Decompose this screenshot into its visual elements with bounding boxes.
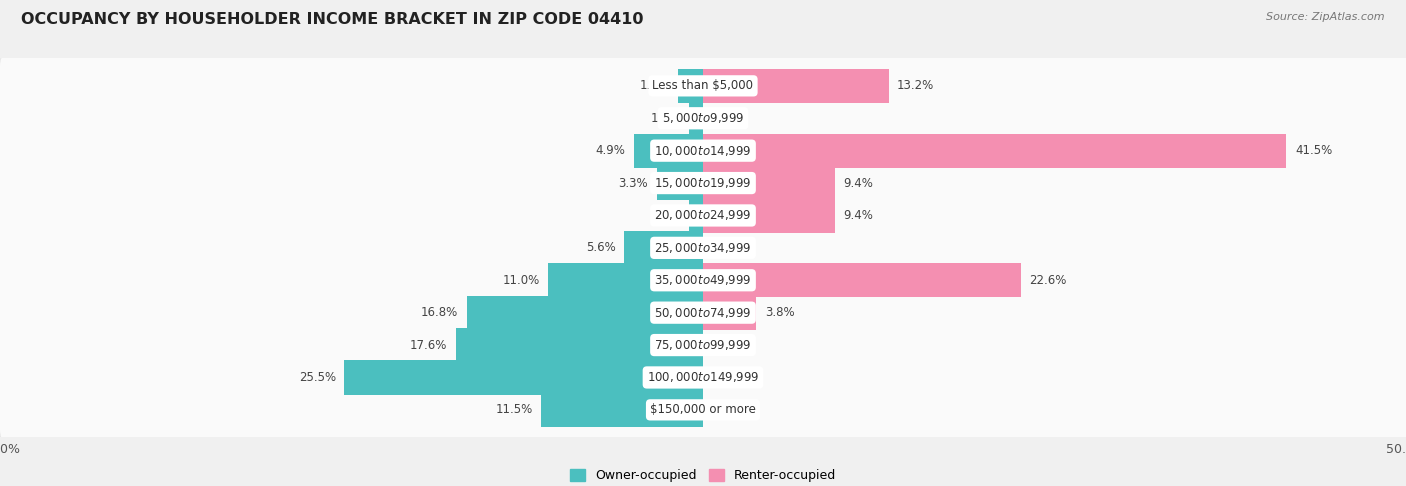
FancyBboxPatch shape bbox=[0, 347, 1406, 407]
FancyBboxPatch shape bbox=[0, 282, 1406, 344]
Text: $35,000 to $49,999: $35,000 to $49,999 bbox=[654, 273, 752, 287]
Bar bbox=[678, 69, 703, 103]
FancyBboxPatch shape bbox=[0, 120, 1406, 181]
Text: $15,000 to $19,999: $15,000 to $19,999 bbox=[654, 176, 752, 190]
Text: 0.0%: 0.0% bbox=[711, 403, 741, 417]
Bar bbox=[467, 295, 703, 330]
Text: 22.6%: 22.6% bbox=[1029, 274, 1067, 287]
FancyBboxPatch shape bbox=[0, 283, 1406, 343]
FancyBboxPatch shape bbox=[0, 314, 1406, 376]
FancyBboxPatch shape bbox=[0, 56, 1406, 116]
Bar bbox=[689, 198, 703, 232]
Text: 0.0%: 0.0% bbox=[711, 242, 741, 254]
FancyBboxPatch shape bbox=[0, 347, 1406, 408]
Bar bbox=[703, 69, 889, 103]
Bar bbox=[657, 166, 703, 200]
Text: 13.2%: 13.2% bbox=[897, 79, 934, 92]
Bar bbox=[624, 231, 703, 265]
FancyBboxPatch shape bbox=[0, 152, 1406, 214]
Text: 9.4%: 9.4% bbox=[844, 176, 873, 190]
Text: $75,000 to $99,999: $75,000 to $99,999 bbox=[654, 338, 752, 352]
Text: 4.9%: 4.9% bbox=[596, 144, 626, 157]
FancyBboxPatch shape bbox=[0, 315, 1406, 375]
Text: 5.6%: 5.6% bbox=[586, 242, 616, 254]
FancyBboxPatch shape bbox=[0, 217, 1406, 278]
FancyBboxPatch shape bbox=[0, 186, 1406, 245]
Text: 16.8%: 16.8% bbox=[422, 306, 458, 319]
Bar bbox=[548, 263, 703, 297]
Text: 9.4%: 9.4% bbox=[844, 209, 873, 222]
Text: Less than $5,000: Less than $5,000 bbox=[652, 79, 754, 92]
Bar bbox=[703, 198, 835, 232]
Text: $20,000 to $24,999: $20,000 to $24,999 bbox=[654, 208, 752, 223]
Text: 11.5%: 11.5% bbox=[496, 403, 533, 417]
Text: 1.0%: 1.0% bbox=[651, 209, 681, 222]
FancyBboxPatch shape bbox=[0, 250, 1406, 310]
FancyBboxPatch shape bbox=[0, 55, 1406, 117]
Text: $50,000 to $74,999: $50,000 to $74,999 bbox=[654, 306, 752, 320]
Text: 0.0%: 0.0% bbox=[711, 339, 741, 351]
Text: Source: ZipAtlas.com: Source: ZipAtlas.com bbox=[1267, 12, 1385, 22]
Bar bbox=[541, 393, 703, 427]
Text: 3.8%: 3.8% bbox=[765, 306, 794, 319]
Bar bbox=[703, 263, 1021, 297]
Text: 0.0%: 0.0% bbox=[711, 371, 741, 384]
FancyBboxPatch shape bbox=[0, 185, 1406, 246]
Text: 11.0%: 11.0% bbox=[503, 274, 540, 287]
FancyBboxPatch shape bbox=[0, 88, 1406, 148]
Bar bbox=[344, 361, 703, 395]
FancyBboxPatch shape bbox=[0, 249, 1406, 311]
Text: $150,000 or more: $150,000 or more bbox=[650, 403, 756, 417]
FancyBboxPatch shape bbox=[0, 379, 1406, 441]
Bar bbox=[456, 328, 703, 362]
Text: 17.6%: 17.6% bbox=[409, 339, 447, 351]
FancyBboxPatch shape bbox=[0, 380, 1406, 440]
FancyBboxPatch shape bbox=[0, 87, 1406, 149]
Bar bbox=[634, 134, 703, 168]
Bar bbox=[703, 295, 756, 330]
Text: $10,000 to $14,999: $10,000 to $14,999 bbox=[654, 144, 752, 157]
Text: 3.3%: 3.3% bbox=[619, 176, 648, 190]
Text: OCCUPANCY BY HOUSEHOLDER INCOME BRACKET IN ZIP CODE 04410: OCCUPANCY BY HOUSEHOLDER INCOME BRACKET … bbox=[21, 12, 644, 27]
FancyBboxPatch shape bbox=[0, 153, 1406, 213]
FancyBboxPatch shape bbox=[0, 121, 1406, 180]
Bar bbox=[689, 101, 703, 135]
Text: 41.5%: 41.5% bbox=[1295, 144, 1331, 157]
Bar bbox=[703, 134, 1286, 168]
Text: 25.5%: 25.5% bbox=[299, 371, 336, 384]
Text: $25,000 to $34,999: $25,000 to $34,999 bbox=[654, 241, 752, 255]
Text: 0.0%: 0.0% bbox=[711, 112, 741, 125]
FancyBboxPatch shape bbox=[0, 218, 1406, 278]
Text: $5,000 to $9,999: $5,000 to $9,999 bbox=[662, 111, 744, 125]
Legend: Owner-occupied, Renter-occupied: Owner-occupied, Renter-occupied bbox=[569, 469, 837, 482]
Bar bbox=[703, 166, 835, 200]
Text: 1.0%: 1.0% bbox=[651, 112, 681, 125]
Text: $100,000 to $149,999: $100,000 to $149,999 bbox=[647, 370, 759, 384]
Text: 1.8%: 1.8% bbox=[640, 79, 669, 92]
